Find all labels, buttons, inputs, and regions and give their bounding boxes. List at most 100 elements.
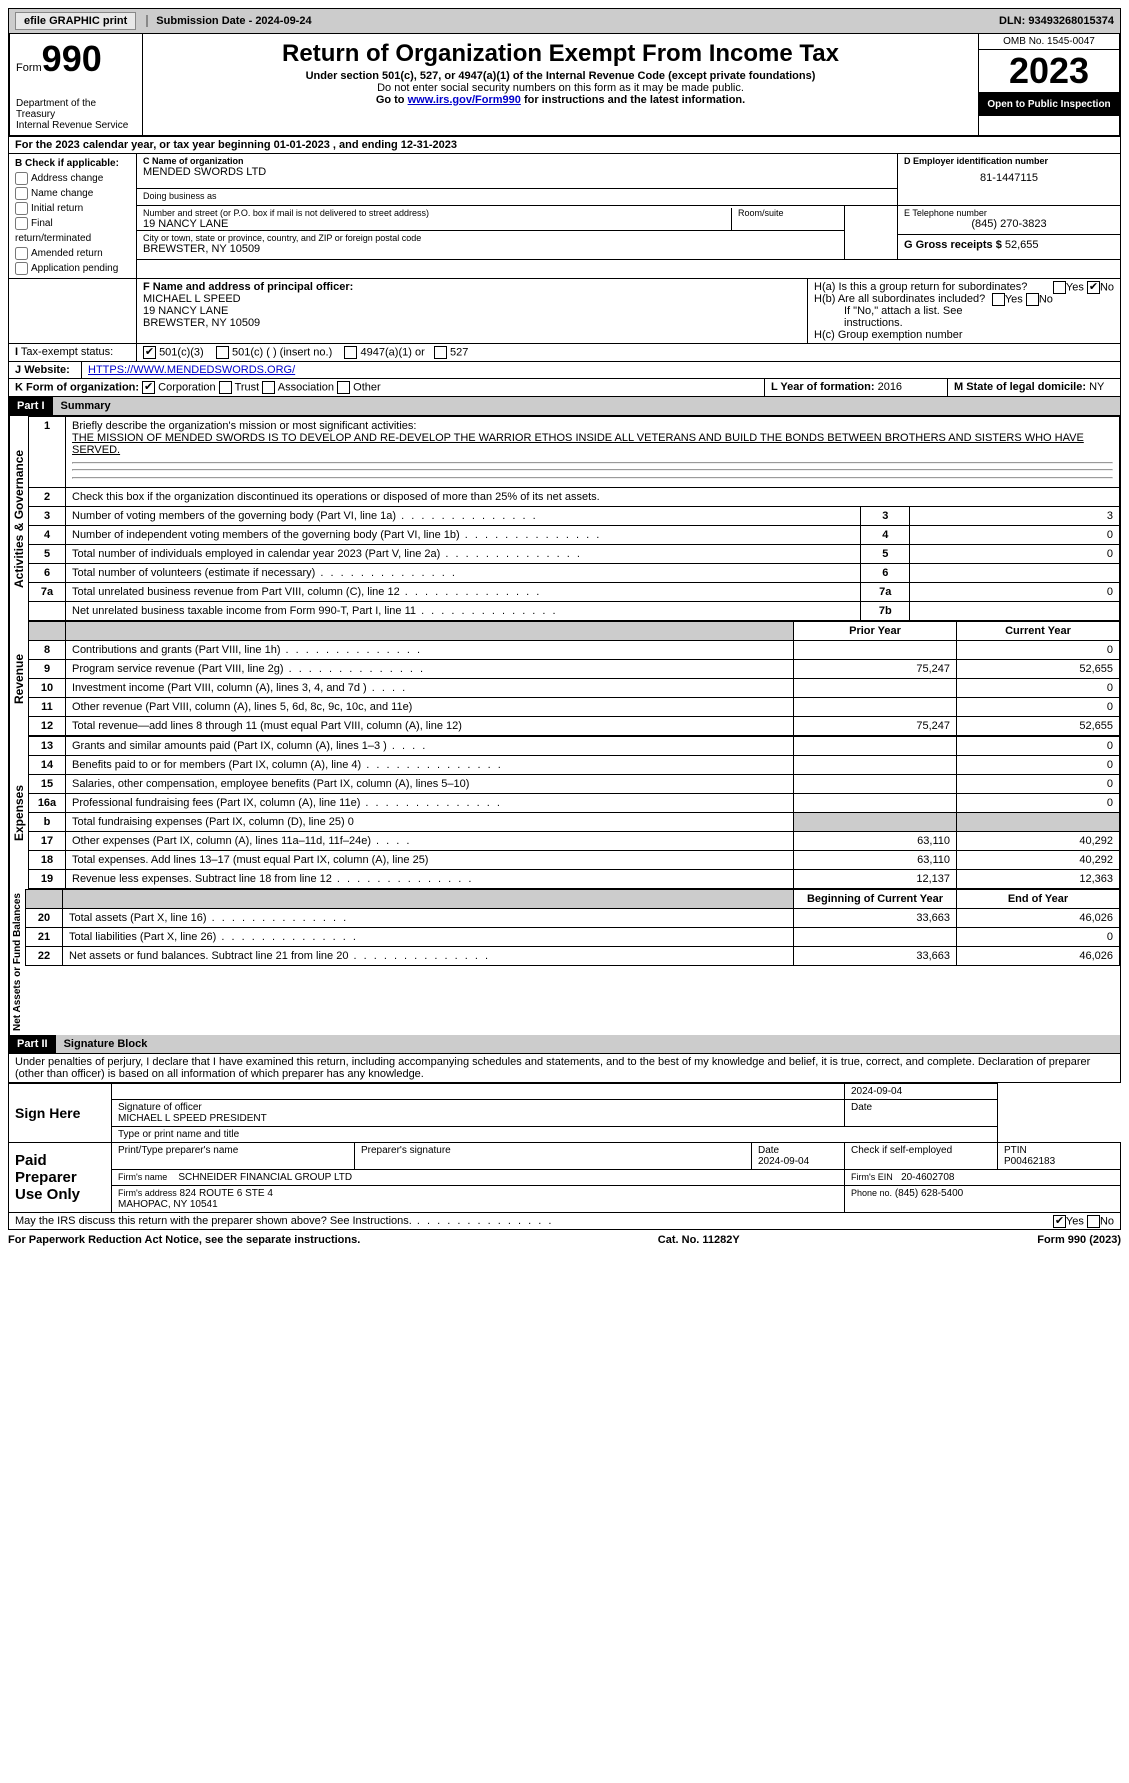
form-number: 990: [42, 38, 102, 79]
pdate-val: 2024-09-04: [758, 1156, 809, 1167]
chk-amended[interactable]: [15, 247, 28, 260]
phone-val: (845) 628-5400: [895, 1188, 963, 1199]
opt-trust: Trust: [235, 381, 260, 393]
subtitle-2: Do not enter social security numbers on …: [149, 82, 972, 94]
line1-label: Briefly describe the organization's miss…: [72, 420, 416, 432]
ha-no[interactable]: [1087, 281, 1100, 294]
ptin-val: P00462183: [1004, 1156, 1055, 1167]
discuss-yes[interactable]: [1053, 1215, 1066, 1228]
col-eoy: End of Year: [957, 890, 1120, 909]
c-name-label: C Name of organization: [143, 156, 891, 166]
chk-corp[interactable]: [142, 381, 155, 394]
top-bar: efile GRAPHIC print Submission Date - 20…: [8, 8, 1121, 34]
firmein-label: Firm's EIN: [851, 1172, 893, 1182]
firmein-val: 20-4602708: [901, 1172, 954, 1183]
j-label: Website:: [24, 364, 70, 376]
form-label: Form: [16, 62, 42, 74]
line21-label: Total liabilities (Part X, line 26): [63, 928, 794, 947]
expenses-table: 13Grants and similar amounts paid (Part …: [28, 736, 1120, 889]
phone-label: Phone no.: [851, 1188, 892, 1198]
chk-final-return[interactable]: [15, 217, 28, 230]
line17-cy: 40,292: [957, 832, 1120, 851]
line12-label: Total revenue—add lines 8 through 11 (mu…: [66, 717, 794, 736]
chk-527[interactable]: [434, 346, 447, 359]
line12-cy: 52,655: [957, 717, 1120, 736]
line15-cy: 0: [957, 775, 1120, 794]
line14-py: [794, 756, 957, 775]
subtitle-1: Under section 501(c), 527, or 4947(a)(1)…: [149, 70, 972, 82]
opt-527: 527: [450, 346, 468, 358]
g-label: G Gross receipts $: [904, 239, 1002, 251]
footer-center: Cat. No. 11282Y: [658, 1234, 740, 1246]
chk-other[interactable]: [337, 381, 350, 394]
chk-501c3[interactable]: [143, 346, 156, 359]
telephone: (845) 270-3823: [904, 218, 1114, 230]
part2-header: Part II: [9, 1035, 56, 1053]
chk-trust[interactable]: [219, 381, 232, 394]
line5-label: Total number of individuals employed in …: [66, 545, 861, 564]
sig-date1: 2024-09-04: [845, 1084, 998, 1100]
l-label: L Year of formation:: [771, 381, 875, 393]
type-name-label: Type or print name and title: [112, 1127, 998, 1143]
hb-label: H(b) Are all subordinates included?: [814, 293, 985, 305]
dba-label: Doing business as: [137, 188, 897, 203]
form-title: Return of Organization Exempt From Incom…: [149, 40, 972, 68]
chk-4947[interactable]: [344, 346, 357, 359]
efile-print-button[interactable]: efile GRAPHIC print: [15, 12, 136, 30]
line10-py: [794, 679, 957, 698]
line7b-val: [910, 602, 1120, 621]
line3-val: 3: [910, 507, 1120, 526]
chk-self-label: Check if self-employed: [851, 1145, 952, 1156]
discuss-no[interactable]: [1087, 1215, 1100, 1228]
line21-boy: [794, 928, 957, 947]
line9-cy: 52,655: [957, 660, 1120, 679]
hb-yes[interactable]: [992, 293, 1005, 306]
line3-label: Number of voting members of the governin…: [66, 507, 861, 526]
line11-py: [794, 698, 957, 717]
website-link[interactable]: HTTPS://WWW.MENDEDSWORDS.ORG/: [88, 364, 295, 376]
year-formation: 2016: [878, 381, 902, 393]
line19-cy: 12,363: [957, 870, 1120, 889]
lbl-amended: Amended return: [31, 248, 103, 259]
section-activities: Activities & Governance: [9, 416, 28, 621]
line14-label: Benefits paid to or for members (Part IX…: [66, 756, 794, 775]
irs-link[interactable]: www.irs.gov/Form990: [408, 94, 521, 106]
ein: 81-1447115: [904, 166, 1114, 190]
f-label: F Name and address of principal officer:: [143, 281, 801, 293]
line10-label: Investment income (Part VIII, column (A)…: [66, 679, 794, 698]
chk-address-change[interactable]: [15, 172, 28, 185]
chk-assoc[interactable]: [262, 381, 275, 394]
line4-val: 0: [910, 526, 1120, 545]
col-prior-year: Prior Year: [794, 622, 957, 641]
hb-no[interactable]: [1026, 293, 1039, 306]
ha-yes[interactable]: [1053, 281, 1066, 294]
line6-val: [910, 564, 1120, 583]
col-boy: Beginning of Current Year: [794, 890, 957, 909]
chk-app-pending[interactable]: [15, 262, 28, 275]
netassets-table: Beginning of Current YearEnd of Year 20T…: [25, 889, 1120, 966]
chk-initial-return[interactable]: [15, 202, 28, 215]
line8-py: [794, 641, 957, 660]
officer-addr: 19 NANCY LANE: [143, 305, 801, 317]
section-expenses: Expenses: [9, 736, 28, 889]
line4-label: Number of independent voting members of …: [66, 526, 861, 545]
line7b-label: Net unrelated business taxable income fr…: [66, 602, 861, 621]
paid-preparer: Paid Preparer Use Only: [9, 1143, 112, 1213]
dln: DLN: 93493268015374: [999, 15, 1114, 27]
omb-number: OMB No. 1545-0047: [979, 34, 1119, 49]
tax-year: 2023: [979, 49, 1119, 93]
state-domicile: NY: [1089, 381, 1104, 393]
line16a-label: Professional fundraising fees (Part IX, …: [66, 794, 794, 813]
city-label: City or town, state or province, country…: [143, 233, 838, 243]
firmname-val: SCHNEIDER FINANCIAL GROUP LTD: [178, 1172, 352, 1183]
k-label: K Form of organization:: [15, 381, 139, 393]
line16b-label: Total fundraising expenses (Part IX, col…: [66, 813, 794, 832]
opt-4947: 4947(a)(1) or: [361, 346, 425, 358]
line12-py: 75,247: [794, 717, 957, 736]
chk-name-change[interactable]: [15, 187, 28, 200]
firmname-label: Firm's name: [118, 1172, 167, 1182]
lbl-address-change: Address change: [31, 173, 103, 184]
officer-name: MICHAEL L SPEED: [143, 293, 801, 305]
chk-501c[interactable]: [216, 346, 229, 359]
firmaddr-label: Firm's address: [118, 1188, 177, 1198]
